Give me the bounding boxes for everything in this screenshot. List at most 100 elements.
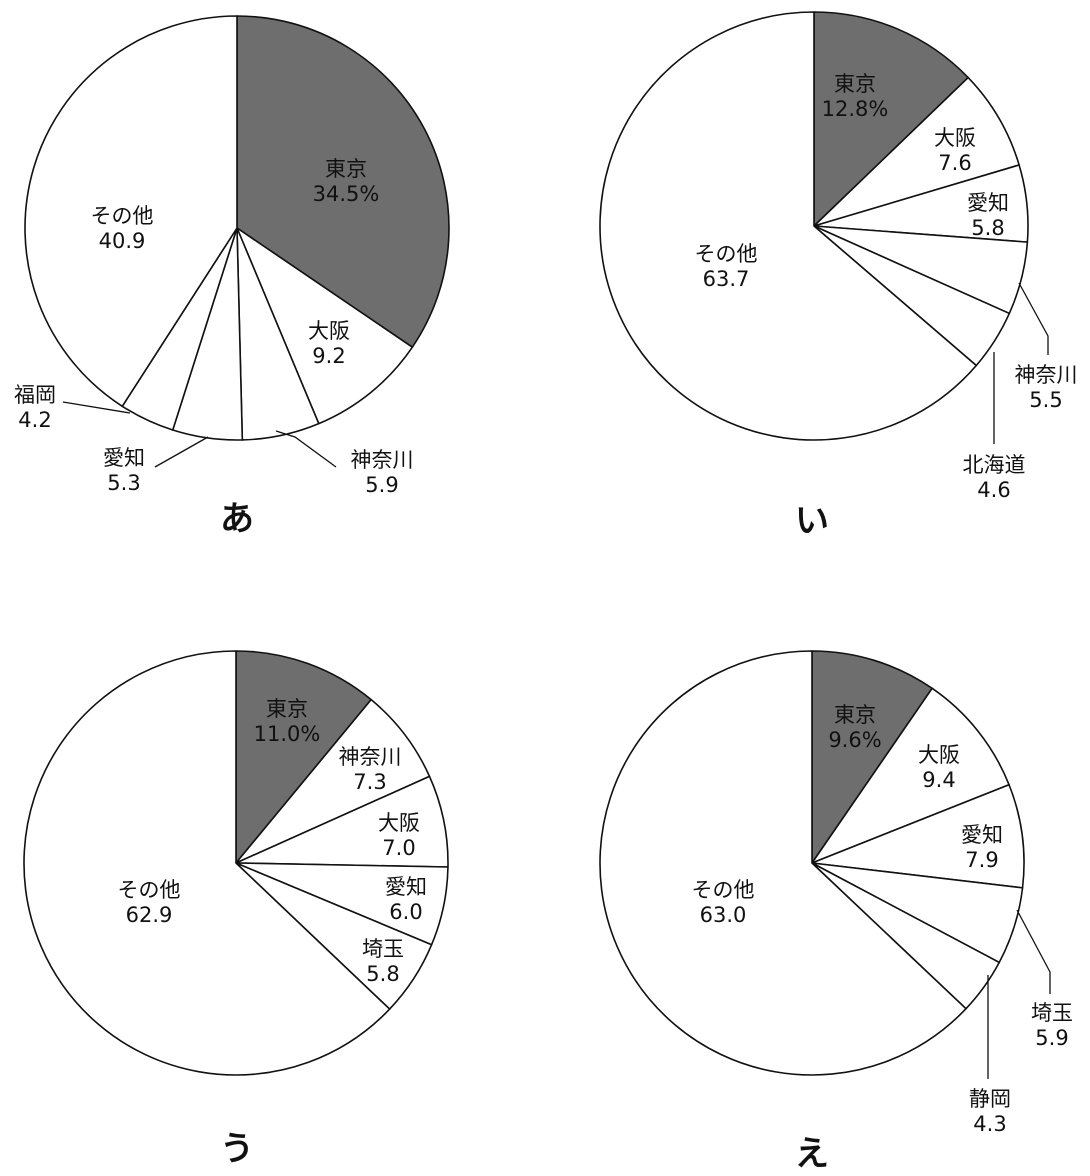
slice-label: その他 63.0 — [692, 878, 755, 927]
slice-value: 7.9 — [965, 848, 998, 872]
leader-line — [154, 436, 209, 468]
slice-label: 大阪 9.2 — [308, 319, 350, 368]
slice-value: 62.9 — [126, 903, 173, 927]
slice-value: 9.4 — [922, 768, 955, 792]
slice-name: 愛知 — [385, 875, 427, 899]
pie-labels-a: 東京 34.5% 大阪 9.2 神奈川 5.9 愛知 5.3 福岡 4.2 その他 40.9 — [14, 157, 414, 497]
slice-label: 北海道 4.6 — [963, 453, 1026, 502]
leader-line — [1018, 282, 1049, 355]
pie-chart-a: 東京 34.5% 大阪 9.2 神奈川 5.9 愛知 5.3 福岡 4.2 その他 40.9 あ — [14, 15, 450, 539]
slice-label: 神奈川 7.3 — [339, 745, 402, 794]
pie-slices-a — [24, 15, 450, 441]
slice-name: 神奈川 — [1015, 363, 1078, 387]
slice-value: 7.6 — [938, 151, 971, 175]
slice-name: その他 — [118, 878, 181, 902]
pie-slices-u — [23, 650, 449, 1076]
slice-value: 63.0 — [700, 903, 747, 927]
slice-name: その他 — [695, 242, 758, 266]
slice-label: 静岡 4.3 — [969, 1087, 1011, 1136]
pie-slice — [599, 650, 967, 1076]
slice-label: その他 40.9 — [91, 204, 154, 253]
slice-name: 東京 — [834, 72, 876, 96]
pie-leaders-e — [987, 909, 1051, 1079]
slice-value: 5.8 — [971, 216, 1004, 240]
pie-labels-i: 東京 12.8% 大阪 7.6 愛知 5.8 神奈川 5.5 北海道 4.6 その他 63.7 — [695, 72, 1078, 502]
slice-label: その他 63.7 — [695, 242, 758, 291]
slice-name: 愛知 — [961, 823, 1003, 847]
pie-slices-i — [599, 11, 1029, 441]
slice-name: 大阪 — [918, 743, 960, 767]
slice-name: 大阪 — [308, 319, 350, 343]
slice-value: 34.5% — [313, 182, 380, 206]
slice-value: 4.2 — [18, 408, 51, 432]
slice-value: 5.5 — [1029, 388, 1062, 412]
slice-name: 北海道 — [963, 453, 1026, 477]
slice-value: 5.8 — [366, 962, 399, 986]
pie-slice — [811, 687, 1010, 864]
pie-slice — [236, 227, 414, 425]
pie-chart-i: 東京 12.8% 大阪 7.6 愛知 5.8 神奈川 5.5 北海道 4.6 その他 63.7 い — [599, 11, 1078, 541]
pie-leaders-a — [62, 401, 337, 468]
slice-value: 7.3 — [353, 770, 386, 794]
slice-label: 愛知 6.0 — [385, 875, 427, 924]
slice-label: 東京 12.8% — [822, 72, 889, 121]
slice-name: 愛知 — [103, 446, 145, 470]
slice-label: 神奈川 5.9 — [351, 448, 414, 497]
chart-title-a: あ — [220, 499, 254, 539]
pie-leaders-i — [993, 282, 1049, 444]
slice-value: 63.7 — [703, 267, 750, 291]
pie-labels-u: 東京 11.0% 神奈川 7.3 大阪 7.0 愛知 6.0 埼玉 5.8 その他 62.9 — [118, 697, 428, 986]
slice-label: 愛知 5.3 — [103, 446, 145, 495]
pie-slice — [23, 650, 391, 1076]
slice-value: 6.0 — [389, 900, 422, 924]
slice-value: 12.8% — [822, 97, 889, 121]
slice-name: 愛知 — [967, 191, 1009, 215]
slice-label: 大阪 7.0 — [378, 811, 420, 860]
slice-label: 福岡 4.2 — [14, 383, 56, 432]
pie-slice — [235, 650, 372, 864]
pie-slice — [811, 783, 1025, 889]
pie-slice — [813, 11, 969, 227]
slice-value: 5.9 — [365, 473, 398, 497]
slice-name: 神奈川 — [339, 745, 402, 769]
slice-name: 埼玉 — [1031, 1001, 1073, 1025]
slice-value: 7.0 — [382, 836, 415, 860]
slice-name: 東京 — [325, 157, 367, 181]
pie-slice — [813, 76, 1020, 227]
chart-title-u: う — [220, 1129, 254, 1169]
slice-label: 埼玉 5.8 — [362, 937, 404, 986]
pie-slice — [599, 11, 978, 441]
slice-label: 東京 11.0% — [254, 697, 321, 746]
pie-chart-u: 東京 11.0% 神奈川 7.3 大阪 7.0 愛知 6.0 埼玉 5.8 その他 62.9 う — [23, 650, 449, 1169]
slice-value: 9.2 — [312, 344, 345, 368]
pie-slices-e — [599, 650, 1025, 1076]
slice-name: 東京 — [834, 703, 876, 727]
pie-slice — [235, 698, 431, 864]
slice-value: 4.3 — [973, 1112, 1006, 1136]
slice-label: 愛知 5.8 — [967, 191, 1009, 240]
slice-name: 東京 — [266, 697, 308, 721]
slice-label: 大阪 9.4 — [918, 743, 960, 792]
slice-label: 神奈川 5.5 — [1015, 363, 1078, 412]
slice-label: 愛知 7.9 — [961, 823, 1003, 872]
chart-title-e: え — [795, 1134, 829, 1174]
slice-label: 東京 34.5% — [313, 157, 380, 206]
leader-line — [1016, 909, 1051, 994]
slice-name: その他 — [692, 878, 755, 902]
slice-name: 福岡 — [14, 383, 56, 407]
slice-name: 大阪 — [378, 811, 420, 835]
pie-slice — [24, 15, 238, 408]
slice-name: 神奈川 — [351, 448, 414, 472]
pie-slice — [236, 15, 450, 348]
slice-name: その他 — [91, 204, 154, 228]
slice-value: 40.9 — [99, 229, 146, 253]
slice-label: 埼玉 5.9 — [1031, 1001, 1073, 1050]
slice-label: 東京 9.6% — [828, 703, 881, 752]
chart-title-i: い — [795, 501, 829, 541]
slice-name: 静岡 — [969, 1087, 1011, 1111]
pie-slice — [811, 650, 933, 864]
slice-value: 5.3 — [107, 471, 140, 495]
slice-label: 大阪 7.6 — [934, 126, 976, 175]
